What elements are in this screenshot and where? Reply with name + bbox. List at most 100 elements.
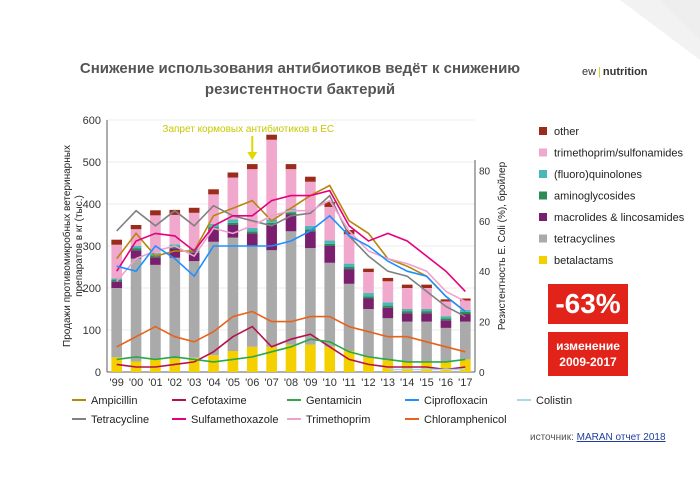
title-line-2: резистентности бактерий — [204, 81, 396, 98]
y-axis-title-left-1: Продажи противомикробных ветеринарных — [61, 145, 73, 347]
legend-label: Gentamicin — [306, 395, 362, 407]
bar-segment — [246, 227, 258, 232]
change-period-badge: изменение 2009-2017 — [548, 332, 628, 376]
bar-segment — [421, 288, 432, 309]
y-tick-right: 80 — [479, 166, 491, 177]
bar-segment — [440, 301, 452, 317]
bar-segment — [459, 298, 471, 301]
bar-segment — [363, 296, 374, 299]
bar-segment — [324, 201, 336, 207]
bar-segment — [266, 250, 277, 347]
x-tick-label: '17 — [458, 377, 472, 389]
y-tick-right: 0 — [479, 368, 485, 379]
legend-label: macrolides & lincosamides — [554, 212, 685, 224]
bar-segment — [343, 351, 355, 372]
x-tick-label: '15 — [419, 377, 433, 389]
bar-segment — [227, 225, 239, 238]
bar-segment — [440, 318, 452, 321]
x-tick-label: '03 — [187, 377, 201, 389]
annotation-text: Запрет кормовых антибиотиков в ЕС — [162, 123, 334, 135]
series-line — [116, 310, 466, 353]
bar-segment — [188, 212, 200, 249]
bar-segment — [169, 214, 181, 245]
bar-segment — [169, 257, 181, 359]
source-link[interactable]: MARAN отчет 2018 — [576, 432, 666, 443]
legend-swatch — [539, 256, 547, 264]
bar-segment — [382, 360, 394, 372]
change-period: 2009-2017 — [559, 355, 617, 369]
bar-segment — [343, 230, 355, 235]
bar-segment — [382, 305, 394, 308]
legend-swatch — [539, 170, 547, 178]
series-line — [116, 325, 466, 371]
bar-segment — [188, 357, 200, 372]
bar-segment — [401, 321, 413, 362]
series-line — [116, 194, 466, 318]
y-tick-left: 400 — [83, 199, 101, 211]
bar-segment — [150, 253, 161, 256]
bar-segment — [208, 229, 219, 242]
bar-segment — [343, 234, 355, 264]
bar-segment — [421, 309, 432, 312]
bar-segment — [130, 258, 142, 362]
x-tick-label: '13 — [381, 377, 395, 389]
bar-segment — [382, 318, 394, 361]
legend-swatch — [539, 191, 547, 200]
bar-segment — [401, 284, 413, 288]
bar-segment — [169, 248, 181, 258]
bar-segment — [266, 134, 277, 140]
y-tick-left: 100 — [83, 325, 101, 337]
series-line — [116, 199, 466, 303]
series-line — [116, 184, 466, 313]
bar-segment — [227, 172, 239, 178]
bar-segment — [111, 278, 123, 280]
y-tick-left: 500 — [83, 157, 101, 169]
y-axis-title-right: Резистентность E. Coli (%), бройлер — [496, 161, 508, 330]
legend-label: Chloramphenicol — [424, 414, 507, 426]
bar-segment — [246, 169, 258, 228]
bar-segment — [382, 277, 394, 282]
legend-label: aminoglycosides — [554, 191, 636, 203]
bar-segment — [440, 299, 452, 302]
legend-swatch — [539, 234, 547, 243]
legend-label: Tetracycline — [91, 414, 149, 426]
bar-segment — [401, 311, 413, 314]
bar-segment — [363, 293, 374, 297]
y-tick-left: 600 — [83, 115, 101, 127]
y-tick-right: 20 — [479, 318, 491, 329]
x-tick-label: '02 — [168, 377, 182, 389]
legend-label: betalactams — [554, 255, 614, 267]
bar-segment — [459, 359, 471, 372]
bar-segment — [285, 231, 297, 345]
bar-segment — [421, 313, 432, 322]
ew-nutrition-logo: ew | nutrition — [582, 66, 648, 78]
legend-swatch — [539, 148, 547, 157]
x-tick-label: '04 — [206, 377, 220, 389]
logo-part-2: nutrition — [602, 66, 648, 78]
logo-part-1: ew — [582, 66, 597, 78]
bar-segment — [382, 302, 394, 306]
bar-segment — [208, 241, 219, 356]
bar-segment — [459, 311, 471, 315]
bar-segment — [363, 272, 374, 294]
source-prefix: источник: — [530, 432, 574, 443]
corner-decoration — [620, 0, 700, 60]
change-percent-badge: -63% — [548, 284, 628, 324]
y-tick-right: 60 — [479, 217, 491, 228]
legend-label: Ciprofloxacin — [424, 395, 488, 407]
bar-segment — [266, 139, 277, 220]
bar-segment — [246, 231, 258, 234]
legend-label: other — [554, 126, 579, 138]
bar-segment — [343, 263, 355, 267]
bar-segment — [324, 206, 336, 241]
x-tick-label: '14 — [400, 377, 414, 389]
x-tick-label: '00 — [129, 377, 143, 389]
annotation-arrow-head — [247, 152, 258, 160]
bar-segment — [440, 316, 452, 319]
bar-segment — [227, 237, 239, 351]
bar-segment — [401, 313, 413, 322]
x-tick-label: '11 — [342, 377, 356, 389]
x-tick-label: '10 — [323, 377, 337, 389]
bar-segment — [305, 225, 316, 230]
bar-segment — [324, 240, 336, 244]
